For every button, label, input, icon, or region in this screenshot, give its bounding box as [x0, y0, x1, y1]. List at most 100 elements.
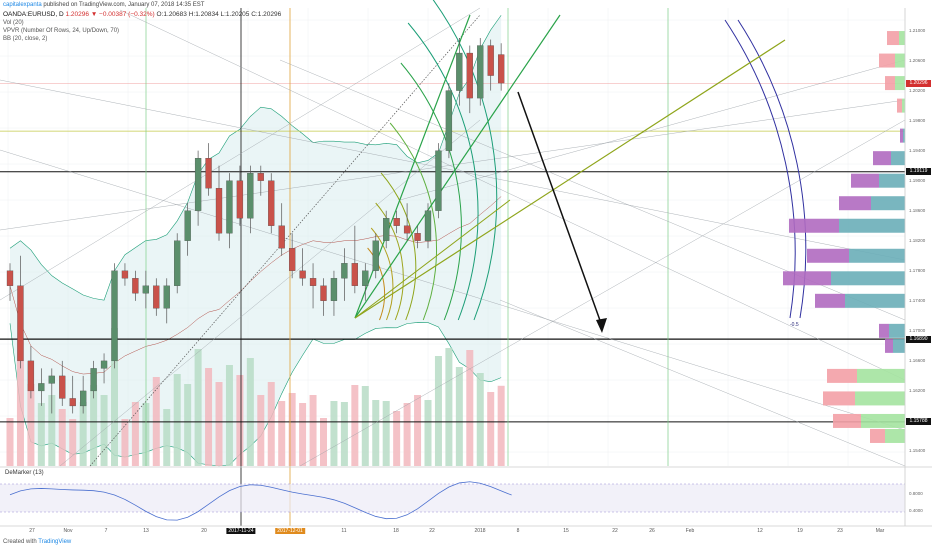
trend-line: [0, 79, 906, 261]
volume-bar: [90, 385, 98, 466]
indicator-volume[interactable]: Vol (20): [3, 20, 24, 26]
symbol-name[interactable]: OANDA:EURUSD, D: [3, 11, 64, 18]
volume-bar: [205, 368, 213, 466]
fib-arc: [389, 122, 437, 321]
candle: [215, 165, 223, 241]
vp-row-down: [823, 391, 855, 406]
vp-row-up: [839, 218, 905, 233]
candle-body: [194, 158, 202, 211]
time-tick: 8: [516, 528, 520, 534]
candle-body: [6, 270, 14, 286]
price-tick: 1.20200: [909, 87, 926, 93]
candle: [435, 143, 442, 219]
volume-bar: [372, 400, 380, 466]
time-tick: 11: [341, 528, 347, 534]
vp-row-down: [839, 196, 871, 211]
candle-body: [299, 270, 306, 279]
vp-row-down: [897, 98, 902, 113]
vp-row-down: [885, 76, 895, 91]
volume-bar: [445, 348, 453, 466]
candle: [393, 210, 400, 234]
candle: [424, 203, 432, 249]
volume-bar: [487, 392, 495, 466]
candle: [309, 263, 317, 309]
projection-arrow: [517, 91, 603, 327]
trend-line: [59, 119, 481, 467]
candle-body: [132, 278, 139, 294]
candle-body: [90, 368, 97, 392]
vp-row-up: [893, 338, 905, 353]
candle: [466, 45, 473, 114]
volume-bar: [163, 409, 171, 466]
volume-bar: [267, 382, 275, 466]
vp-row-down: [833, 413, 861, 428]
trend-line: [0, 149, 906, 431]
volume-bar: [121, 419, 129, 466]
vp-row-up: [879, 173, 905, 188]
candle: [6, 263, 14, 301]
candle-body: [100, 360, 108, 369]
vp-row-up: [849, 248, 905, 263]
volume-bar: [194, 349, 202, 466]
time-tick: 26: [649, 528, 655, 534]
trend-line: [119, 9, 906, 381]
volume-bar: [236, 375, 244, 466]
indicator-vpvr[interactable]: VPVR (Number Of Rows, 24, Up/Down, 70): [3, 28, 120, 34]
volume-bar: [184, 384, 192, 466]
footer: Created with TradingView: [3, 539, 71, 545]
volume-bar: [351, 385, 359, 466]
candle: [372, 233, 379, 279]
candle: [48, 368, 55, 414]
vp-row-up: [903, 128, 905, 143]
candles: [6, 38, 505, 414]
candle: [132, 270, 139, 301]
candle: [403, 203, 411, 241]
candle-body: [278, 225, 285, 249]
vp-row-up: [899, 31, 905, 46]
vp-row-down: [827, 368, 857, 383]
vp-row-up: [857, 368, 905, 383]
vp-row-up: [861, 413, 905, 428]
candle: [487, 39, 494, 91]
volume-bar: [6, 418, 14, 466]
bollinger-upper: [9, 15, 502, 301]
candle: [257, 165, 264, 196]
candle-body: [330, 278, 338, 301]
volume-bar: [340, 402, 348, 466]
trend-lines: [0, 7, 906, 467]
candle-body: [268, 180, 275, 226]
volume-bar: [173, 374, 181, 466]
candle: [330, 270, 338, 316]
candle-body: [17, 285, 24, 362]
publisher-username[interactable]: capitalexpanta: [3, 2, 42, 8]
candle: [497, 43, 505, 91]
candle: [153, 278, 160, 316]
price-tick: 1.16600: [909, 357, 926, 363]
volume-bar: [131, 402, 139, 466]
candle-body: [456, 52, 463, 91]
candle-body: [163, 285, 170, 309]
candle: [247, 165, 254, 234]
candle: [456, 38, 463, 106]
vp-row-down: [885, 338, 893, 353]
tradingview-brand[interactable]: TradingView: [38, 539, 72, 545]
time-tick: 7: [104, 528, 108, 534]
gann-fan-line: [354, 39, 786, 319]
candle-body: [142, 285, 150, 294]
candle: [17, 255, 24, 369]
time-tick: Nov: [63, 528, 73, 534]
candle: [205, 143, 212, 196]
oscillator-title[interactable]: DeMarker (13): [5, 470, 44, 476]
candle: [445, 83, 453, 159]
time-tick: 19: [797, 528, 803, 534]
demarker-line: [9, 481, 512, 521]
vp-row-up: [895, 53, 905, 68]
price-tick: 1.19800: [909, 117, 926, 123]
vp-row-down: [815, 293, 845, 308]
vp-row-up: [885, 428, 905, 443]
volume-bar: [48, 395, 56, 466]
footer-prefix: Created with: [3, 539, 37, 545]
indicator-bollinger[interactable]: BB (20, close, 2): [3, 36, 48, 42]
